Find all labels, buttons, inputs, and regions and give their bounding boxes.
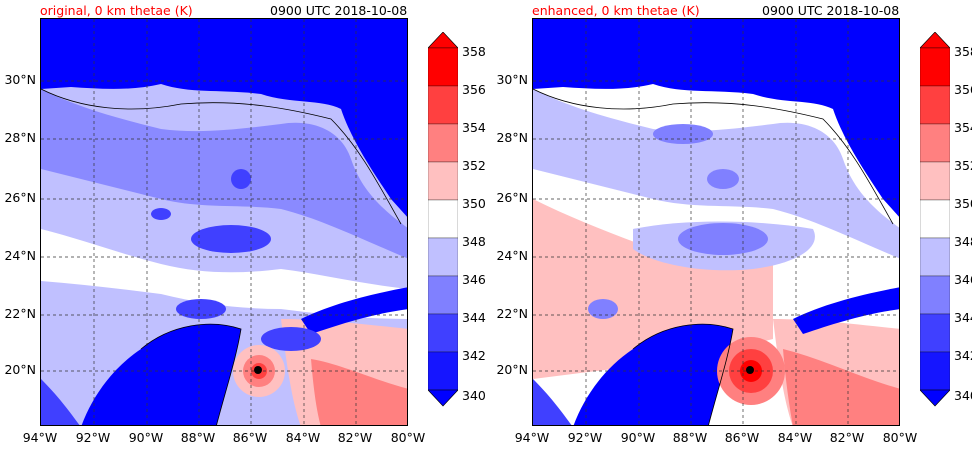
colorbar-segment: [920, 237, 950, 277]
lat-tick: 30°N: [4, 72, 36, 87]
colorbar-extend-min: [428, 389, 458, 407]
lat-tick: 28°N: [496, 130, 528, 145]
colorbar-label: 342: [462, 348, 486, 363]
storm-center-marker: [254, 366, 262, 374]
colorbar-extend-min: [920, 389, 950, 407]
lat-tick: 24°N: [4, 248, 36, 263]
colorbar-label: 352: [462, 158, 486, 173]
lat-tick: 20°N: [496, 362, 528, 377]
colorbar-label: 358: [462, 44, 486, 59]
colorbar-label: 350: [462, 196, 486, 211]
lat-tick: 28°N: [4, 130, 36, 145]
lon-tick: 94°W: [22, 430, 58, 445]
colorbar-segment: [920, 47, 950, 87]
colorbar-segment: [920, 85, 950, 125]
colorbar-label: 354: [954, 120, 972, 135]
colorbar-label: 348: [954, 234, 972, 249]
lon-tick: 82°W: [337, 430, 373, 445]
colorbar-segment: [428, 123, 458, 163]
panel-title: enhanced, 0 km thetae (K): [532, 3, 700, 18]
colorbar-segment: [428, 161, 458, 201]
lat-tick: 26°N: [496, 190, 528, 205]
colorbar-segment: [428, 351, 458, 391]
colorbar-label: 356: [954, 82, 972, 97]
colorbar-label: 340: [954, 388, 972, 403]
colorbar-segment: [920, 199, 950, 239]
lon-tick: 88°W: [672, 430, 708, 445]
colorbar-segment: [920, 275, 950, 315]
lon-tick: 86°W: [232, 430, 268, 445]
lat-tick: 24°N: [496, 248, 528, 263]
colorbar-label: 352: [954, 158, 972, 173]
colorbar-label: 346: [462, 272, 486, 287]
lon-tick: 84°W: [777, 430, 813, 445]
colorbar-label: 340: [462, 388, 486, 403]
map-original: [40, 18, 408, 426]
lat-tick: 30°N: [496, 72, 528, 87]
lon-tick: 84°W: [285, 430, 321, 445]
lon-tick: 92°W: [75, 430, 111, 445]
colorbar-segment: [920, 351, 950, 391]
lon-tick: 90°W: [620, 430, 656, 445]
colorbar-label: 358: [954, 44, 972, 59]
colorbar-segment: [428, 47, 458, 87]
colorbar: [428, 32, 458, 407]
colorbar-segment: [920, 161, 950, 201]
colorbar-label: 344: [462, 310, 486, 325]
colorbar-label: 348: [462, 234, 486, 249]
lon-tick: 86°W: [724, 430, 760, 445]
lat-tick: 22°N: [4, 306, 36, 321]
colorbar-segment: [428, 237, 458, 277]
map-enhanced: [532, 18, 900, 426]
colorbar-segment: [428, 313, 458, 353]
lon-tick: 90°W: [128, 430, 164, 445]
panel-time: 0900 UTC 2018-10-08: [762, 3, 900, 18]
colorbar: [920, 32, 950, 407]
colorbar-extend-max: [920, 32, 950, 49]
lon-tick: 92°W: [567, 430, 603, 445]
colorbar-segment: [920, 313, 950, 353]
colorbar-label: 346: [954, 272, 972, 287]
colorbar-extend-max: [428, 32, 458, 49]
lon-tick: 94°W: [514, 430, 550, 445]
panel-original: original, 0 km thetae (K) 0900 UTC 2018-…: [0, 0, 485, 449]
panel-enhanced: enhanced, 0 km thetae (K) 0900 UTC 2018-…: [492, 0, 972, 449]
panel-time: 0900 UTC 2018-10-08: [270, 3, 408, 18]
colorbar-segment: [428, 275, 458, 315]
colorbar-label: 356: [462, 82, 486, 97]
colorbar-segment: [428, 85, 458, 125]
colorbar-segment: [920, 123, 950, 163]
lon-tick: 82°W: [829, 430, 865, 445]
lat-tick: 20°N: [4, 362, 36, 377]
colorbar-label: 344: [954, 310, 972, 325]
colorbar-segments: [428, 32, 458, 407]
colorbar-label: 342: [954, 348, 972, 363]
lon-tick: 80°W: [882, 430, 918, 445]
lon-tick: 80°W: [390, 430, 426, 445]
colorbar-segments: [920, 32, 950, 407]
colorbar-label: 354: [462, 120, 486, 135]
lon-tick: 88°W: [180, 430, 216, 445]
lat-tick: 26°N: [4, 190, 36, 205]
panel-title: original, 0 km thetae (K): [40, 3, 193, 18]
storm-center-marker: [746, 366, 754, 374]
colorbar-label: 350: [954, 196, 972, 211]
lat-tick: 22°N: [496, 306, 528, 321]
colorbar-segment: [428, 199, 458, 239]
